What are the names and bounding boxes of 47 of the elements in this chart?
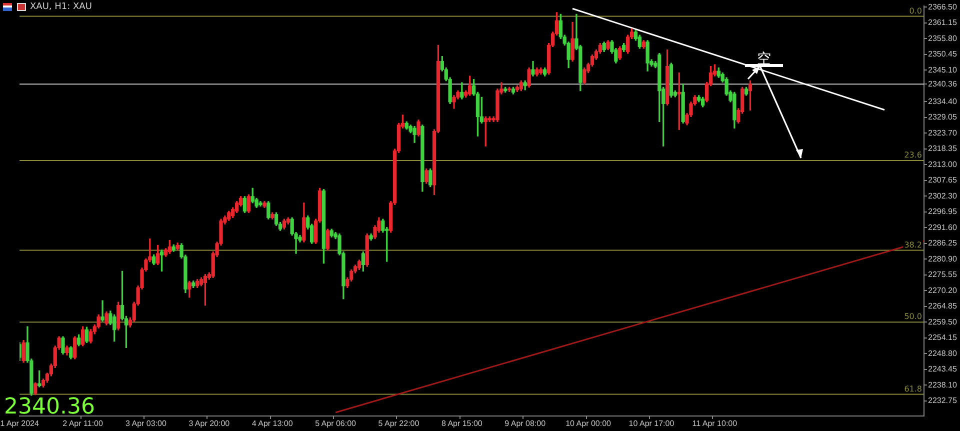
annotation: 38.2	[904, 240, 922, 250]
annotation: 0.0	[909, 6, 922, 16]
y-tick-label: 2361.15	[928, 18, 958, 28]
y-tick-label: 2243.45	[928, 364, 958, 374]
x-tick-label: 8 Apr 15:00	[441, 419, 483, 428]
y-tick-label: 2334.40	[928, 96, 958, 106]
y-tick-label: 2248.80	[928, 348, 958, 358]
annotation: 61.8	[904, 384, 922, 394]
x-tick-label: 2 Apr 11:00	[62, 419, 104, 428]
y-tick-label: 2355.80	[928, 34, 958, 43]
x-tick-label: 5 Apr 22:00	[378, 419, 420, 428]
y-tick-label: 2286.25	[928, 238, 958, 248]
y-tick-label: 2350.45	[928, 50, 958, 59]
y-tick-label: 2340.36	[928, 79, 958, 88]
x-tick-label: 3 Apr 20:00	[188, 419, 230, 428]
y-tick-label: 2275.55	[928, 270, 958, 280]
y-tick-label: 2302.30	[928, 191, 958, 200]
x-tick-label: 4 Apr 13:00	[252, 419, 294, 428]
x-tick-label: 1 Apr 2024	[0, 419, 40, 428]
annotation: 23.6	[904, 150, 922, 160]
x-tick-label: 5 Apr 06:00	[315, 419, 357, 428]
annotation: 50.0	[904, 312, 922, 322]
annotation: 空	[757, 51, 771, 68]
annotation: 2340.36	[4, 394, 95, 420]
x-tick-label: 3 Apr 03:00	[125, 419, 167, 428]
x-tick-label: 10 Apr 00:00	[566, 419, 612, 428]
y-tick-label: 2291.60	[928, 222, 958, 232]
y-tick-label: 2254.15	[928, 333, 958, 342]
y-tick-label: 2318.35	[928, 144, 958, 154]
chart-title: XAU, H1: XAU	[30, 2, 92, 12]
y-tick-label: 2313.00	[928, 160, 958, 169]
y-tick-label: 2280.90	[928, 254, 958, 264]
x-tick-label: 11 Apr 10:00	[692, 419, 738, 428]
y-tick-label: 2345.10	[928, 65, 958, 74]
y-tick-label: 2366.50	[928, 2, 958, 12]
y-tick-label: 2296.95	[928, 207, 958, 216]
y-tick-label: 2307.65	[928, 176, 958, 185]
candlestick	[100, 300, 104, 322]
y-tick-label: 2232.75	[928, 396, 958, 406]
y-tick-label: 2259.50	[928, 317, 958, 326]
x-tick-label: 9 Apr 08:00	[504, 419, 546, 428]
x-tick-label: 10 Apr 17:00	[628, 419, 675, 428]
y-tick-label: 2264.85	[928, 302, 958, 311]
y-tick-label: 2329.05	[928, 112, 958, 122]
y-tick-label: 2238.10	[928, 380, 958, 390]
y-tick-label: 2323.70	[928, 128, 958, 138]
y-tick-label: 2270.20	[928, 286, 958, 295]
